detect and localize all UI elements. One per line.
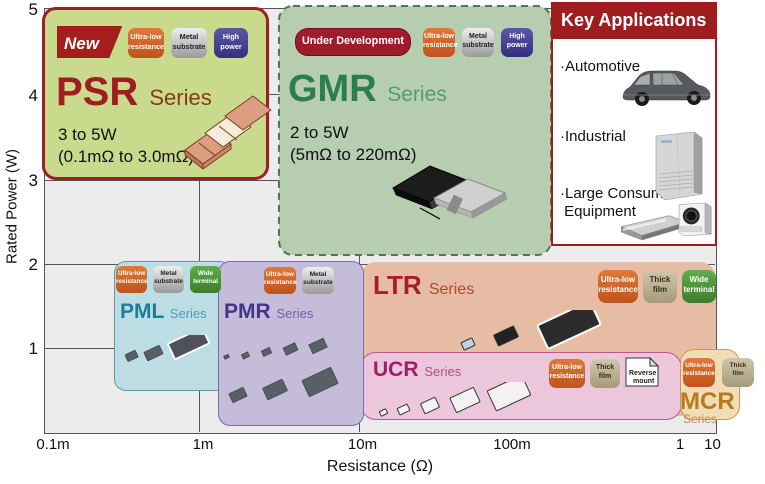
svg-text:Reverse: Reverse [629, 370, 656, 377]
svg-text:mount: mount [633, 378, 655, 385]
svg-text:New: New [64, 34, 101, 53]
